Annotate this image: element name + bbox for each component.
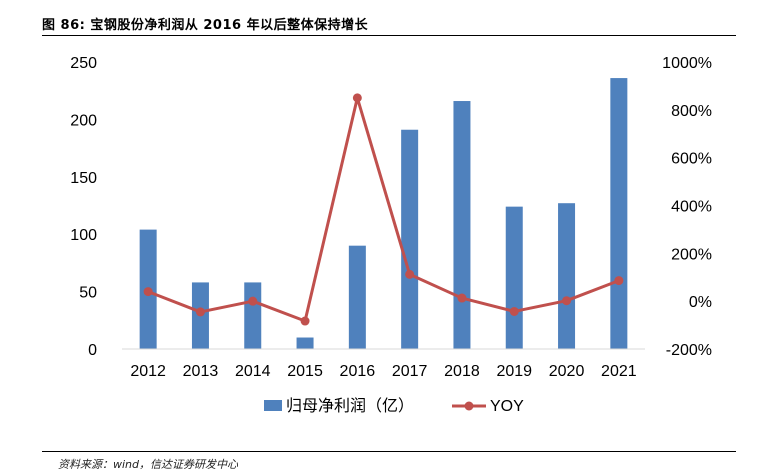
left-tick-label: 50	[79, 285, 97, 302]
left-tick-label: 150	[70, 170, 97, 187]
left-tick-label: 0	[88, 342, 97, 359]
right-tick-label: 200%	[671, 246, 712, 263]
legend-line-label: YOY	[490, 398, 524, 415]
right-tick-label: 600%	[671, 151, 712, 168]
bar-2019	[505, 206, 523, 349]
title-rule	[42, 35, 736, 36]
bar-2021	[610, 78, 628, 350]
bar-2016	[348, 245, 366, 349]
x-tick-label: 2012	[130, 363, 166, 380]
bar-series	[139, 78, 628, 350]
yoy-point-2017	[405, 269, 415, 279]
right-tick-label: -200%	[666, 342, 712, 359]
right-tick-label: 1000%	[662, 55, 712, 72]
yoy-line	[147, 96, 620, 323]
yoy-point-2015	[300, 316, 310, 326]
yoy-point-2021	[614, 276, 624, 286]
yoy-point-2013	[195, 307, 205, 317]
x-tick-label: 2016	[340, 363, 376, 380]
right-axis: -200% 0% 200% 400% 600% 800% 1000%	[662, 55, 712, 359]
x-tick-label: 2018	[444, 363, 480, 380]
x-tick-label: 2015	[287, 363, 323, 380]
x-tick-label: 2013	[183, 363, 219, 380]
x-tick-label: 2014	[235, 363, 271, 380]
bar-2018	[453, 101, 471, 349]
bar-2014	[244, 282, 262, 349]
yoy-point-2012	[143, 287, 153, 297]
left-tick-label: 100	[70, 227, 97, 244]
legend-line-marker	[464, 401, 474, 411]
x-axis: 2012 2013 2014 2015 2016 2017 2018 2019 2020 2021	[130, 363, 636, 380]
x-tick-label: 2021	[601, 363, 637, 380]
x-tick-label: 2017	[392, 363, 428, 380]
source-rule	[42, 451, 736, 452]
yoy-point-2019	[509, 306, 519, 316]
legend: 归母净利润（亿） YOY	[264, 397, 524, 415]
figure-title: 图 86: 宝钢股份净利润从 2016 年以后整体保持增长	[42, 18, 369, 33]
yoy-point-2020	[562, 296, 572, 306]
right-tick-label: 400%	[671, 199, 712, 216]
left-tick-label: 250	[70, 55, 97, 72]
bar-2015	[296, 337, 314, 349]
left-axis: 0 50 100 150 200 250	[70, 55, 97, 359]
yoy-point-2014	[248, 296, 258, 306]
left-tick-label: 200	[70, 112, 97, 129]
legend-bar-swatch	[264, 400, 282, 411]
legend-bar-label: 归母净利润（亿）	[286, 397, 414, 415]
bar-2020	[558, 203, 576, 349]
right-tick-label: 0%	[689, 294, 712, 311]
source-note: 资料来源：wind，信达证券研发中心	[58, 458, 239, 471]
bar-2017	[401, 129, 419, 349]
yoy-point-2018	[457, 293, 467, 303]
right-tick-label: 800%	[671, 103, 712, 120]
line-series	[143, 93, 624, 326]
yoy-point-2016	[352, 93, 362, 103]
x-tick-label: 2020	[549, 363, 585, 380]
x-tick-label: 2019	[496, 363, 532, 380]
